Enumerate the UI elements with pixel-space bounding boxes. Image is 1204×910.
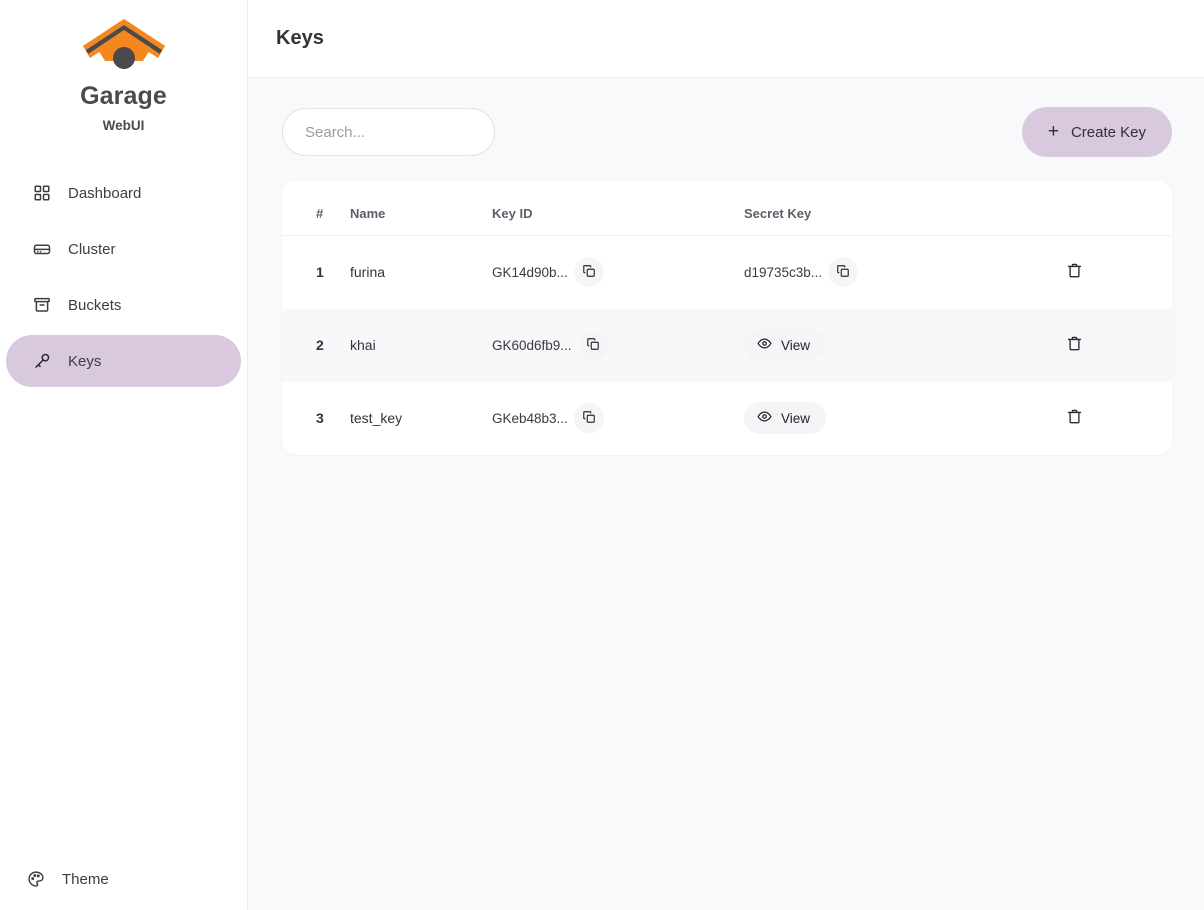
table-body: 1 furina GK14d90b... (282, 236, 1172, 455)
row-actions-cell (1020, 309, 1172, 382)
palette-icon (26, 869, 46, 889)
copy-icon (582, 264, 596, 281)
trash-icon (1066, 335, 1083, 355)
row-name: furina (350, 264, 386, 281)
keys-table-card: # Name Key ID Secret Key 1 furina (282, 181, 1172, 455)
table-row: 1 furina GK14d90b... (282, 236, 1172, 309)
create-key-label: Create Key (1070, 123, 1146, 141)
sidebar: Garage WebUI Dashboard (0, 0, 248, 910)
sidebar-item-cluster[interactable]: Cluster (6, 223, 241, 275)
row-key-id-cell: GK14d90b... (492, 236, 744, 309)
layout-grid-icon (32, 183, 52, 203)
row-key-id-cell: GK60d6fb9... (492, 309, 744, 382)
delete-key-button[interactable] (1060, 404, 1088, 432)
secret-key-value: d19735c3b... (744, 264, 823, 280)
row-index: 2 (316, 337, 324, 353)
row-name: test_key (350, 410, 403, 426)
row-index: 1 (316, 264, 324, 281)
column-header-secret-key: Secret Key (744, 181, 1020, 236)
copy-icon (836, 264, 850, 281)
sidebar-item-label: Dashboard (68, 184, 142, 202)
table-header-row: # Name Key ID Secret Key (282, 181, 1172, 236)
row-secret-key-cell: View (744, 309, 1020, 382)
sidebar-item-dashboard[interactable]: Dashboard (6, 167, 241, 219)
row-index: 3 (316, 410, 324, 426)
garage-roof-logo-icon (78, 14, 170, 80)
toolbar: + Create Key (282, 107, 1172, 157)
sidebar-item-keys[interactable]: Keys (6, 335, 241, 387)
theme-label: Theme (62, 870, 109, 888)
column-header-index: # (282, 181, 350, 236)
brand-name: Garage (80, 82, 167, 110)
row-name: khai (350, 337, 376, 353)
top-header: Keys (248, 0, 1204, 78)
column-header-name: Name (350, 181, 492, 236)
brand-block: Garage WebUI (0, 0, 247, 133)
table-row: 3 test_key GKeb48b3... (282, 382, 1172, 455)
column-header-actions (1020, 181, 1172, 236)
plus-icon: + (1047, 120, 1059, 142)
copy-icon (582, 410, 596, 427)
sidebar-item-label: Buckets (68, 296, 122, 314)
keys-table: # Name Key ID Secret Key 1 furina (282, 181, 1172, 455)
view-secret-key-button[interactable]: View (744, 329, 827, 361)
sidebar-nav: Dashboard Cluster (0, 167, 247, 387)
key-id-value: GK60d6fb9... (492, 337, 572, 353)
search-input[interactable] (282, 108, 495, 156)
delete-key-button[interactable] (1060, 258, 1088, 286)
sidebar-item-buckets[interactable]: Buckets (6, 279, 241, 331)
theme-toggle-button[interactable]: Theme (0, 862, 247, 896)
key-id-value: GK14d90b... (492, 264, 568, 280)
main-area: Keys + Create Key # Nam (248, 0, 1204, 910)
row-actions-cell (1020, 382, 1172, 455)
view-secret-key-button[interactable]: View (744, 402, 827, 434)
trash-icon (1066, 262, 1083, 282)
brand-subtitle: WebUI (102, 118, 145, 133)
hard-drive-icon (32, 239, 52, 259)
column-header-key-id: Key ID (492, 181, 744, 236)
copy-icon (586, 337, 600, 354)
table-row: 2 khai GK60d6fb9... (282, 308, 1172, 382)
key-id-value: GKeb48b3... (492, 410, 568, 426)
sidebar-item-label: Cluster (68, 240, 116, 258)
sidebar-item-label: Keys (68, 352, 102, 370)
create-key-button[interactable]: + Create Key (1021, 107, 1172, 157)
page-title: Keys (276, 27, 324, 49)
delete-key-button[interactable] (1060, 331, 1088, 359)
row-secret-key-cell: d19735c3b... (744, 236, 1020, 309)
view-label: View (781, 410, 811, 426)
view-label: View (781, 337, 811, 353)
row-secret-key-cell: View (744, 382, 1020, 455)
eye-icon (757, 336, 772, 354)
copy-key-id-button[interactable] (573, 257, 604, 288)
trash-icon (1066, 408, 1083, 428)
eye-icon (757, 409, 772, 427)
content-region: + Create Key # Name Key ID Secret Key (248, 78, 1204, 910)
key-icon (32, 351, 52, 371)
copy-key-id-button[interactable] (577, 330, 608, 360)
row-actions-cell (1020, 236, 1172, 309)
table-head: # Name Key ID Secret Key (282, 181, 1172, 236)
archive-box-icon (32, 295, 52, 315)
copy-key-id-button[interactable] (573, 403, 604, 433)
row-key-id-cell: GKeb48b3... (492, 382, 744, 455)
copy-secret-key-button[interactable] (828, 257, 859, 288)
